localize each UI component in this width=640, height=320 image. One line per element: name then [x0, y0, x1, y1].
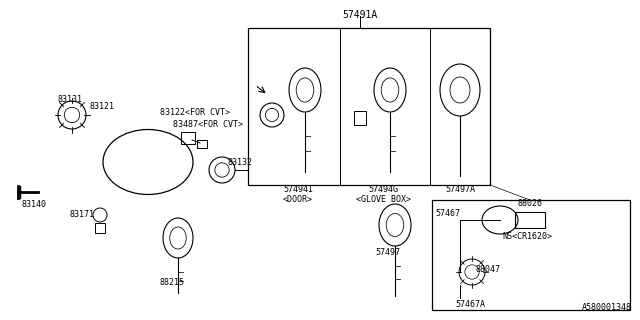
Text: 83140: 83140: [22, 200, 47, 209]
Text: 57467A: 57467A: [455, 300, 485, 309]
Text: 57491A: 57491A: [342, 10, 378, 20]
Bar: [197, 140, 207, 148]
Text: 83132: 83132: [228, 158, 253, 167]
Text: 88215: 88215: [159, 278, 184, 287]
Text: 83122<FOR CVT>: 83122<FOR CVT>: [160, 108, 230, 117]
Text: NS<CR1620>: NS<CR1620>: [502, 232, 552, 241]
Text: 88047: 88047: [476, 266, 501, 275]
Text: 83121: 83121: [90, 102, 115, 111]
Bar: [248, 28, 490, 185]
Bar: [181, 132, 195, 144]
Text: A580001348: A580001348: [582, 303, 632, 312]
Text: 83171: 83171: [70, 210, 95, 219]
Text: 57494G
<GLOVE BOX>: 57494G <GLOVE BOX>: [355, 185, 410, 204]
Text: 57497A: 57497A: [445, 185, 475, 194]
Text: 83487<FOR CVT>: 83487<FOR CVT>: [173, 120, 243, 129]
Bar: [432, 200, 630, 310]
Text: 57497: 57497: [376, 248, 401, 257]
Bar: [515, 212, 545, 228]
Text: 57494I
<DOOR>: 57494I <DOOR>: [283, 185, 313, 204]
Text: 88026: 88026: [518, 199, 543, 208]
Text: 83131: 83131: [57, 95, 82, 104]
Text: 57467: 57467: [435, 210, 460, 219]
Bar: [354, 111, 366, 125]
Bar: [95, 223, 105, 233]
